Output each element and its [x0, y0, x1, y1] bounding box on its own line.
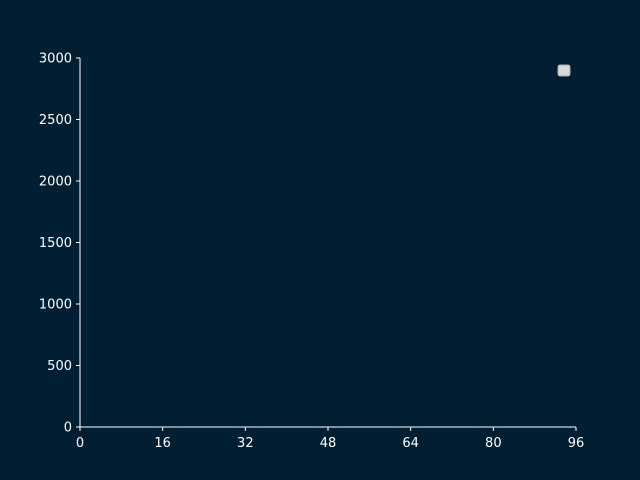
x-tick-label: 16 [154, 436, 171, 451]
y-tick-label: 2000 [39, 175, 72, 190]
x-tick-label: 32 [237, 436, 254, 451]
x-axis-ticks: 0 16 32 48 64 80 96 [76, 427, 584, 451]
y-tick-label: 2500 [39, 113, 72, 128]
y-tick-label: 1500 [39, 236, 72, 251]
x-tick-label: 48 [320, 436, 337, 451]
y-tick-label: 500 [47, 359, 72, 374]
x-tick-label: 80 [485, 436, 502, 451]
y-tick-label: 0 [64, 421, 72, 436]
y-axis-ticks: 0 500 1000 1500 2000 2500 3000 [39, 52, 80, 436]
x-tick-label: 96 [568, 436, 585, 451]
x-tick-label: 0 [76, 436, 84, 451]
legend-box [557, 64, 571, 77]
x-tick-label: 64 [402, 436, 419, 451]
y-tick-label: 1000 [39, 298, 72, 313]
y-tick-label: 3000 [39, 52, 72, 67]
